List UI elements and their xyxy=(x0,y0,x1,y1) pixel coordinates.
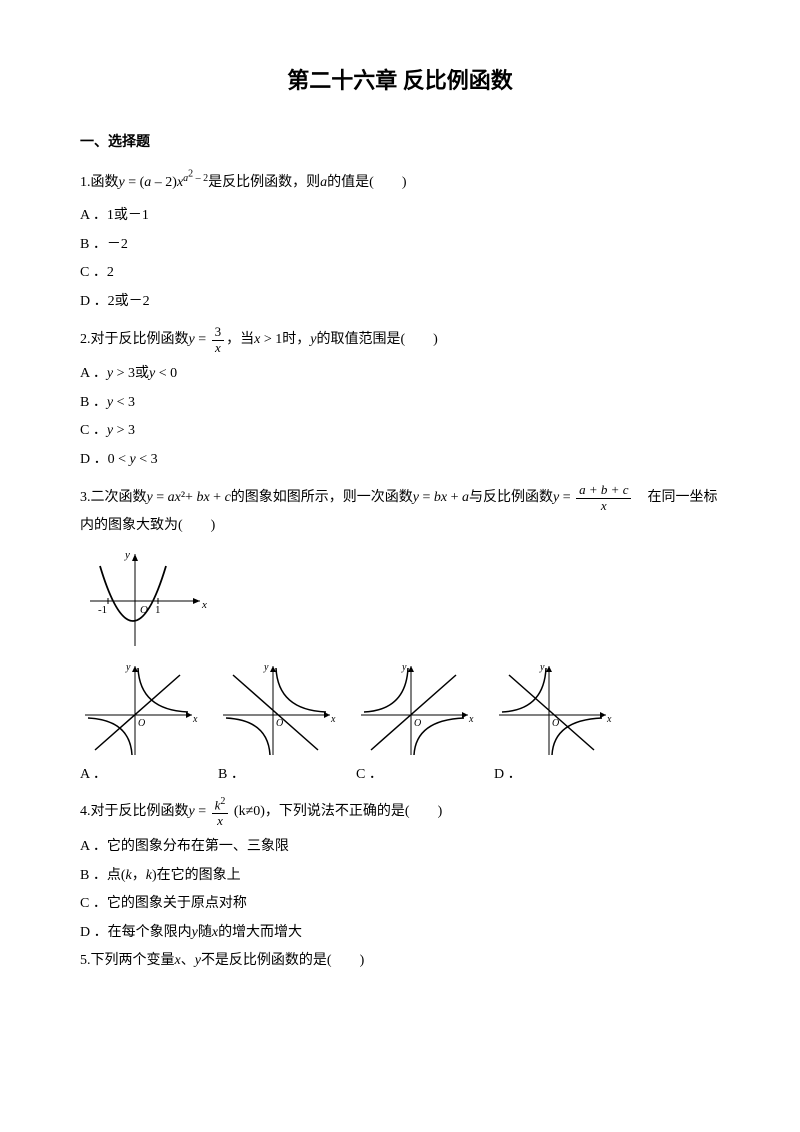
q3-optD: D ． xyxy=(494,762,522,789)
q4-optD: D ．在每个象限内y随x的增大而增大 xyxy=(80,920,720,947)
q3-graph-D: x y O xyxy=(494,660,614,760)
q3-mid1: 的图象如图所示，则一次函数 xyxy=(231,490,413,505)
svg-text:y: y xyxy=(263,662,269,673)
q1-optB: B ．－2 xyxy=(80,232,720,259)
question-5: 5.下列两个变量x、y不是反比例函数的是( ) xyxy=(80,948,720,975)
q2-optB: B ．y < 3 xyxy=(80,390,720,417)
q1-optC: C ．2 xyxy=(80,260,720,287)
q3-graph-B: x y O xyxy=(218,660,338,760)
q3-den: x xyxy=(576,499,631,513)
q2-den: x xyxy=(212,341,225,355)
q4-optB: B ．点(k，k)在它的图象上 xyxy=(80,863,720,890)
svg-text:y: y xyxy=(401,662,407,673)
q2-post: 的取值范围是( ) xyxy=(316,332,437,347)
q2-cond: > 1时， xyxy=(260,332,310,347)
q3-optC: C ． xyxy=(356,762,383,789)
q3-given-graph: x y -1 O 1 xyxy=(80,546,720,656)
svg-text:y: y xyxy=(125,662,131,673)
q4-optC: C ．它的图象关于原点对称 xyxy=(80,891,720,918)
q1-post: 的值是( ) xyxy=(327,175,406,190)
q2-optD: D ．0 < y < 3 xyxy=(80,447,720,474)
q3-optA: A ． xyxy=(80,762,107,789)
q4-pre: 4.对于反比例函数 xyxy=(80,804,189,819)
q3-mid2: 与反比例函数 xyxy=(469,490,553,505)
page-title: 第二十六章 反比例函数 xyxy=(80,60,720,102)
q4-options: A ．它的图象分布在第一、三象限 B ．点(k，k)在它的图象上 C ．它的图象… xyxy=(80,834,720,946)
q3-graph-A: x y O xyxy=(80,660,200,760)
q4-sup: 2 xyxy=(220,796,225,807)
svg-text:1: 1 xyxy=(155,604,161,616)
q3-option-graphs: x y O A ． x y O B ． x y O C ． xyxy=(80,660,720,789)
q1-optA: A ．1或－1 xyxy=(80,203,720,230)
svg-text:x: x xyxy=(192,714,198,725)
q3-num: a + b + c xyxy=(576,483,631,498)
section-heading: 一、选择题 xyxy=(80,130,720,157)
q3-pre: 3.二次函数 xyxy=(80,490,147,505)
svg-text:-1: -1 xyxy=(98,604,107,616)
svg-text:x: x xyxy=(201,599,207,611)
svg-text:O: O xyxy=(414,718,421,729)
q2-options: A ．y > 3或y < 0 B ．y < 3 C ．y > 3 D ．0 < … xyxy=(80,361,720,473)
svg-text:x: x xyxy=(330,714,336,725)
q4-optA: A ．它的图象分布在第一、三象限 xyxy=(80,834,720,861)
q2-mid: ，当 xyxy=(226,332,254,347)
q2-pre: 2.对于反比例函数 xyxy=(80,332,189,347)
q3-graph-C: x y O xyxy=(356,660,476,760)
svg-text:y: y xyxy=(539,662,545,673)
q1-mid: 是反比例函数，则 xyxy=(208,175,320,190)
svg-text:x: x xyxy=(468,714,474,725)
q4-den: x xyxy=(212,814,229,828)
q1-options: A ．1或－1 B ．－2 C ．2 D ．2或－2 xyxy=(80,203,720,315)
q1-text: 1.函数 xyxy=(80,175,119,190)
question-4: 4.对于反比例函数y = k2x (k≠0)，下列说法不正确的是( ) xyxy=(80,796,720,828)
svg-text:O: O xyxy=(276,718,283,729)
svg-text:O: O xyxy=(552,718,559,729)
q2-num: 3 xyxy=(212,325,225,340)
q2-optA: A ．y > 3或y < 0 xyxy=(80,361,720,388)
svg-text:x: x xyxy=(606,714,612,725)
svg-text:y: y xyxy=(124,549,130,561)
q4-post: ，下列说法不正确的是( ) xyxy=(265,804,442,819)
question-2: 2.对于反比例函数y = 3x，当x > 1时，y的取值范围是( ) xyxy=(80,325,720,355)
question-3: 3.二次函数y = ax²+ bx + c的图象如图所示，则一次函数y = bx… xyxy=(80,483,720,539)
q2-optC: C ．y > 3 xyxy=(80,418,720,445)
question-1: 1.函数y = (a – 2)xa2 – 2是反比例函数，则a的值是( ) xyxy=(80,164,720,197)
q3-optB: B ． xyxy=(218,762,245,789)
q4-cond: (k≠0) xyxy=(230,804,265,819)
q1-optD: D ．2或－2 xyxy=(80,289,720,316)
svg-text:O: O xyxy=(138,718,145,729)
